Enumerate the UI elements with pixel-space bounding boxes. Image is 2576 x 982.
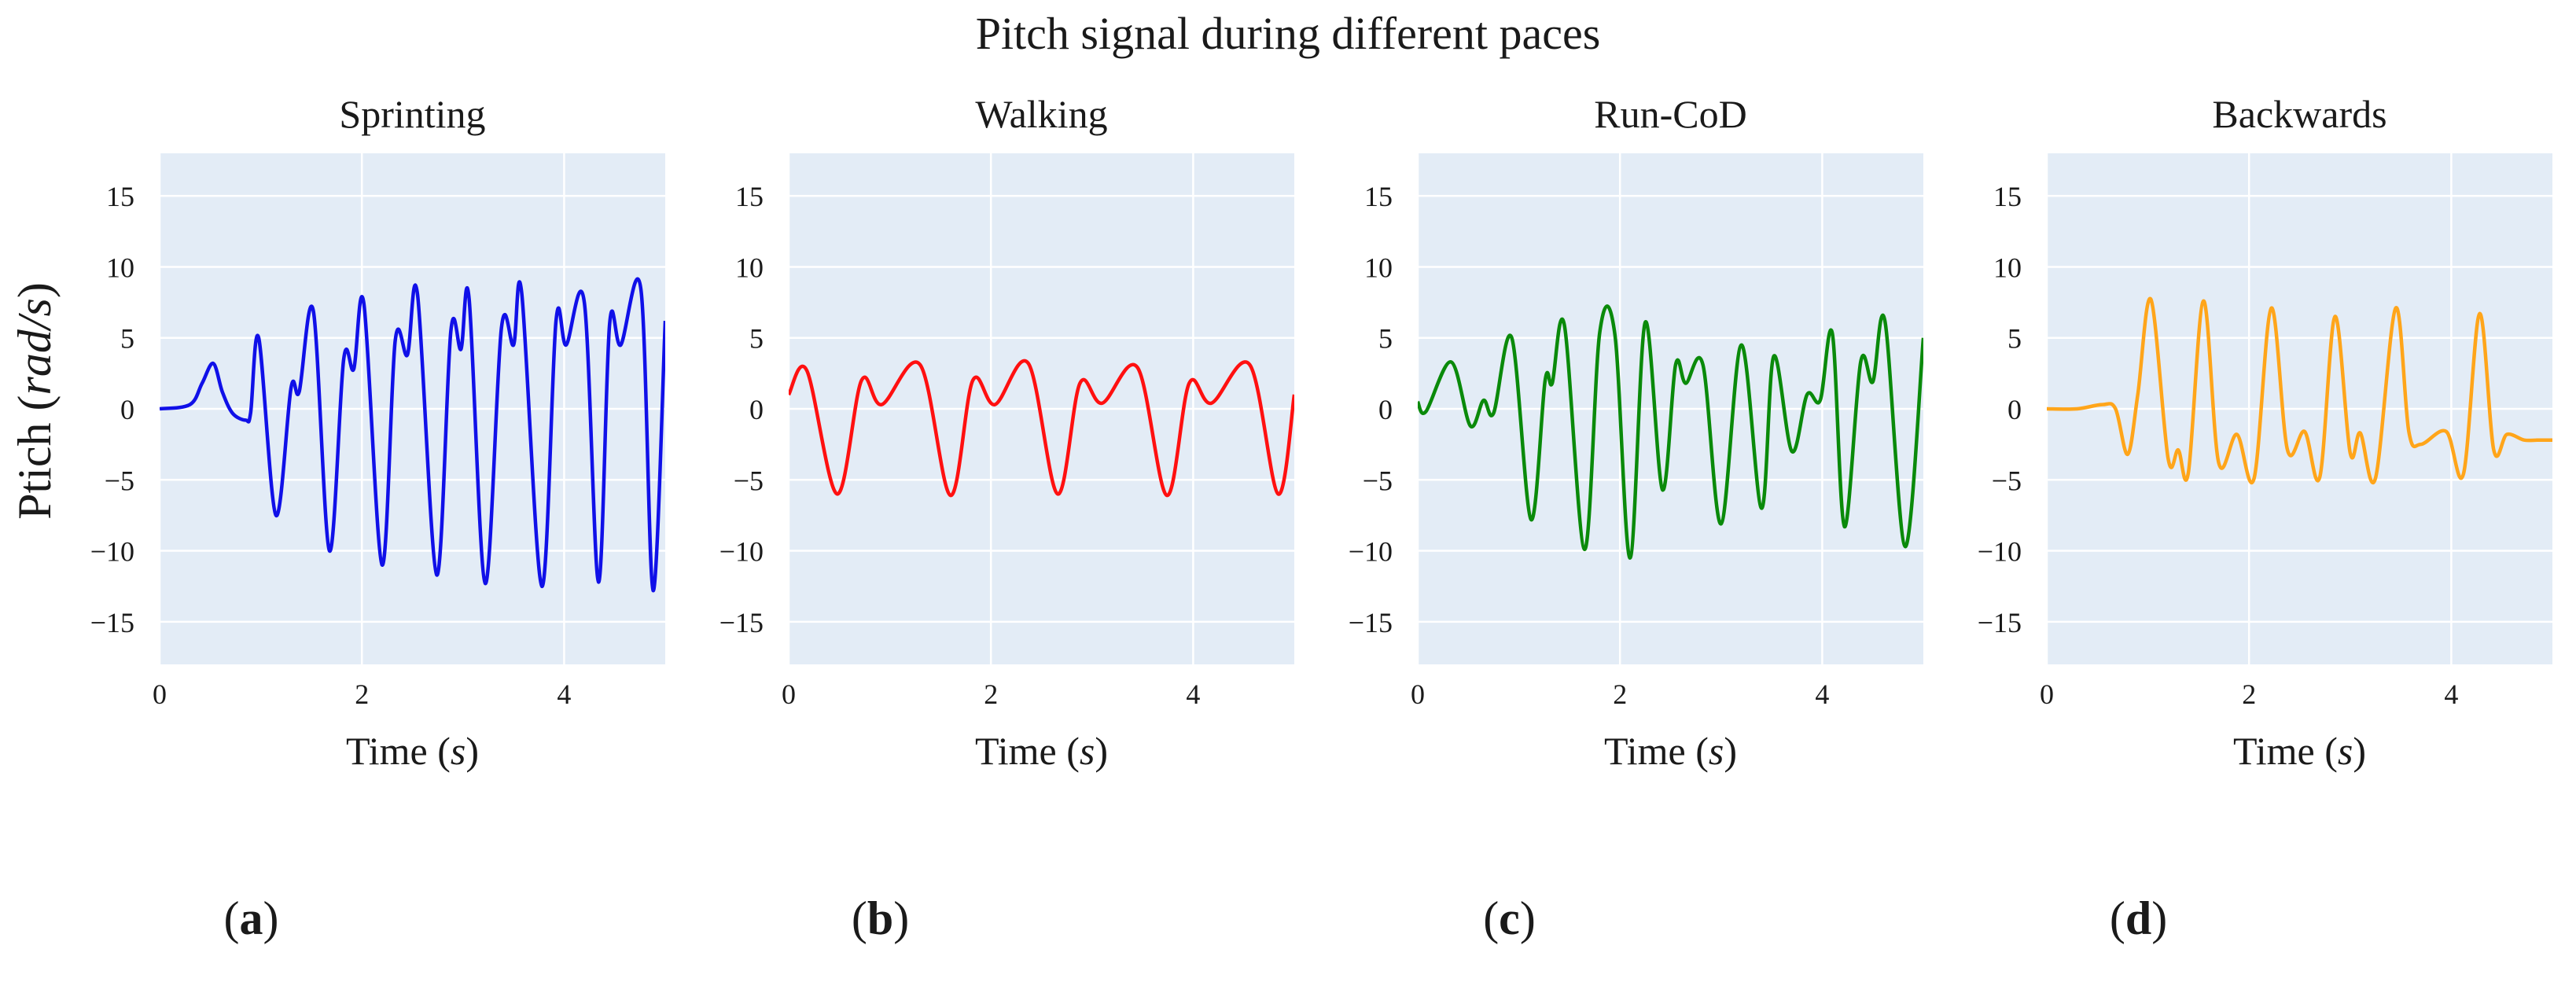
panel-label: (c): [1483, 892, 1536, 944]
y-tick-label: −10: [1349, 536, 1393, 568]
y-tick-label: 10: [735, 252, 764, 283]
y-tick-label: 5: [120, 323, 134, 355]
y-axis-label: Ptich (rad/s): [9, 282, 61, 520]
x-tick-label: 2: [2242, 679, 2256, 710]
y-tick-label: −10: [90, 536, 134, 568]
y-tick-label: −5: [105, 465, 134, 496]
x-tick-label: 2: [355, 679, 369, 710]
x-tick-label: 2: [984, 679, 998, 710]
figure-title: Pitch signal during different paces: [976, 8, 1601, 59]
y-tick-label: 0: [120, 394, 134, 425]
y-tick-label: 10: [106, 252, 134, 283]
x-axis-label: Time (s): [975, 729, 1108, 773]
y-tick-label: 10: [1993, 252, 2022, 283]
y-tick-label: 10: [1364, 252, 1393, 283]
y-tick-label: −15: [719, 607, 764, 638]
panel-title: Backwards: [2212, 92, 2386, 136]
x-axis-label: Time (s): [2233, 729, 2366, 773]
x-tick-label: 2: [1613, 679, 1627, 710]
y-tick-label: −5: [1363, 465, 1393, 496]
series-line-sprinting: [160, 277, 665, 593]
panel-label: (b): [852, 892, 909, 944]
y-tick-label: 0: [1378, 394, 1393, 425]
y-tick-label: 15: [735, 181, 764, 212]
x-axis-label: Time (s): [1604, 729, 1737, 773]
x-tick-label: 4: [1815, 679, 1829, 710]
y-tick-label: 15: [1364, 181, 1393, 212]
y-tick-label: 5: [2007, 323, 2022, 355]
y-tick-label: −15: [1978, 607, 2022, 638]
x-tick-label: 0: [153, 679, 167, 710]
x-axis-label: Time (s): [346, 729, 479, 773]
chart-panel-1: Sprinting 15 10 5 0 −5 −10 −15 0 2 4 Time (s) (a): [90, 92, 665, 944]
chart-panel-3: Run-CoD 15 10 5 0 −5 −10 −15 0 2 4 Time (s) (c): [1349, 92, 1923, 944]
x-tick-label: 0: [782, 679, 796, 710]
panel-label: (a): [224, 892, 279, 944]
y-tick-label: 5: [1378, 323, 1393, 355]
y-tick-label: −10: [719, 536, 764, 568]
x-tick-label: 4: [1186, 679, 1200, 710]
chart-panel-2: Walking 15 10 5 0 −5 −10 −15 0 2 4 Time (s) (b): [719, 92, 1294, 944]
y-tick-label: −10: [1978, 536, 2022, 568]
y-tick-label: 15: [106, 181, 134, 212]
y-tick-label: 5: [749, 323, 764, 355]
panel-label: (d): [2110, 892, 2167, 944]
x-tick-label: 4: [557, 679, 571, 710]
y-tick-label: −5: [1992, 465, 2022, 496]
y-tick-label: 0: [749, 394, 764, 425]
series-line-run-cod: [1418, 304, 1923, 560]
y-tick-label: −15: [1349, 607, 1393, 638]
panel-title: Walking: [975, 92, 1107, 136]
y-tick-label: −15: [90, 607, 134, 638]
x-tick-label: 0: [2040, 679, 2054, 710]
chart-panel-4: Backwards 15 10 5 0 −5 −10 −15 0 2 4 Time (s) (d): [1978, 92, 2552, 944]
series-line-walking: [789, 359, 1294, 498]
panel-title: Sprinting: [339, 92, 485, 136]
y-tick-label: 0: [2007, 394, 2022, 425]
x-tick-label: 0: [1411, 679, 1425, 710]
y-tick-label: −5: [734, 465, 764, 496]
chart-panels: Sprinting 15 10 5 0 −5 −10 −15 0 2 4 Time (s) (a) Wal…: [90, 92, 2552, 944]
x-tick-label: 4: [2444, 679, 2458, 710]
panel-title: Run-CoD: [1594, 92, 1746, 136]
series-line-backwards: [2047, 296, 2552, 484]
y-tick-label: 15: [1993, 181, 2022, 212]
